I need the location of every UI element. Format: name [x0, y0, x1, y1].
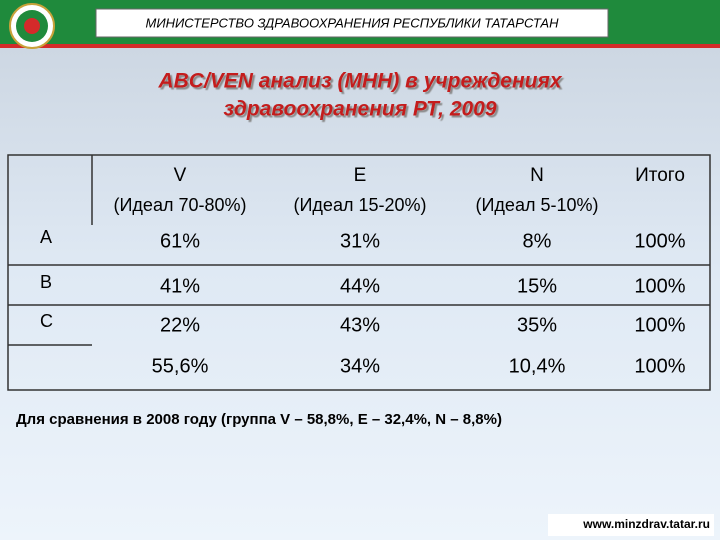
table-cell: 41% [160, 275, 200, 297]
column-header: V [174, 165, 187, 186]
row-label: C [40, 311, 53, 331]
table-cell: 61% [160, 230, 200, 252]
table-cell: 34% [340, 355, 380, 377]
title-line: ABC/VEN анализ (МНН) в учреждениях [157, 70, 562, 93]
column-ideal: (Идеал 15-20%) [294, 195, 427, 215]
row-label: A [40, 227, 52, 247]
title-line: здравоохранения РТ, 2009 [223, 98, 496, 121]
table-cell: 100% [634, 355, 685, 377]
column-header: N [530, 165, 544, 186]
table-cell: 15% [517, 275, 557, 297]
url-box [548, 514, 714, 536]
table-cell: 43% [340, 314, 380, 336]
table-cell: 100% [634, 230, 685, 252]
table-cell: 44% [340, 275, 380, 297]
footnote: Для сравнения в 2008 году (группа V – 58… [16, 411, 502, 428]
column-ideal: (Идеал 70-80%) [114, 195, 247, 215]
table-cell: 55,6% [152, 355, 209, 377]
logo-center [24, 18, 40, 34]
url: www.minzdrav.tatar.ru [582, 517, 710, 531]
table [7, 154, 711, 391]
header-stripe [0, 44, 720, 48]
ministry-box [95, 8, 609, 38]
table-cell: 100% [634, 314, 685, 336]
column-header: Итого [635, 165, 685, 186]
table-cell: 100% [634, 275, 685, 297]
ministry: МИНИСТЕРСТВО ЗДРАВООХРАНЕНИЯ РЕСПУБЛИКИ … [145, 15, 559, 30]
table-cell: 31% [340, 230, 380, 252]
column-header: E [354, 165, 367, 186]
table-cell: 22% [160, 314, 200, 336]
table-border [7, 154, 711, 391]
table-cell: 10,4% [509, 355, 566, 377]
column-ideal: (Идеал 5-10%) [476, 195, 599, 215]
table-cell: 35% [517, 314, 557, 336]
row-label: B [40, 272, 52, 292]
table-cell: 8% [523, 230, 552, 252]
